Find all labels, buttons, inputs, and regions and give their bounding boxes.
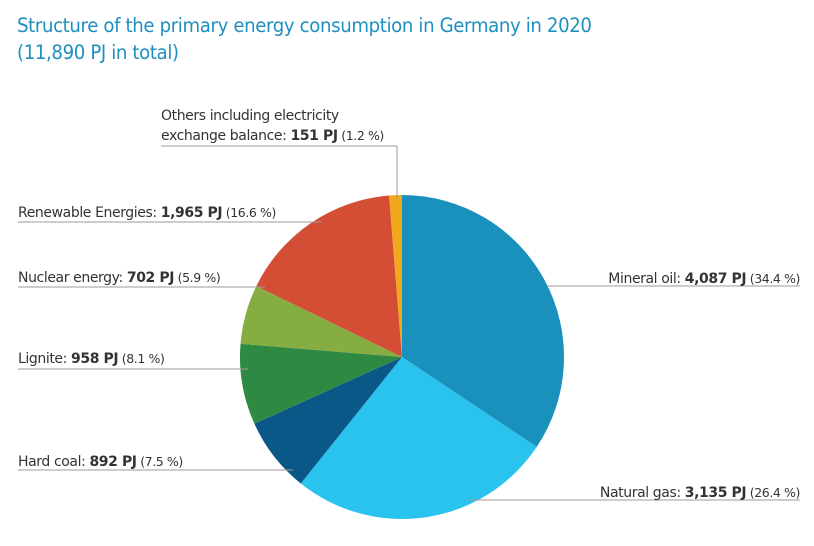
slice-label-name: Renewable Energies: [18, 205, 161, 221]
slice-label-percent: (16.6 %) [222, 205, 276, 220]
slice-label-line1-others-including-electricity-exchange-balance: Others including electricity [161, 108, 339, 124]
slice-label-value: 702 PJ [127, 270, 174, 286]
slice-label-renewable-energies: Renewable Energies: 1,965 PJ (16.6 %) [18, 205, 276, 221]
slice-label-name: Nuclear energy: [18, 270, 127, 286]
leader-line-others-including-electricity-exchange-balance [161, 145, 398, 200]
slice-label-percent: (26.4 %) [746, 485, 800, 500]
slice-label-percent: (7.5 %) [137, 454, 183, 469]
slice-label-name: exchange balance: [161, 128, 290, 144]
slice-label-nuclear-energy: Nuclear energy: 702 PJ (5.9 %) [18, 270, 220, 286]
slice-label-value: 3,135 PJ [685, 485, 746, 501]
slice-label-percent: (5.9 %) [174, 270, 220, 285]
slice-label-hard-coal: Hard coal: 892 PJ (7.5 %) [18, 454, 183, 470]
slice-labels: Mineral oil: 4,087 PJ (34.4 %) Natural ga… [18, 108, 800, 501]
chart-title-line2: (11,890 PJ in total) [17, 41, 179, 64]
slice-label-name: Lignite: [18, 351, 71, 367]
leader-lines [18, 145, 800, 501]
slice-label-lignite: Lignite: 958 PJ (8.1 %) [18, 351, 164, 367]
pie-slice-others-including-electricity-exchange-balance [389, 195, 402, 357]
pie-slice-mineral-oil [402, 195, 564, 447]
slice-label-name: Mineral oil: [608, 271, 684, 287]
slice-label-percent: (1.2 %) [338, 128, 384, 143]
chart-title: Structure of the primary energy consumpt… [17, 12, 592, 66]
pie-slice-lignite [239, 343, 402, 424]
slice-label-name: Hard coal: [18, 454, 89, 470]
pie-slice-hard-coal [254, 357, 402, 484]
slice-label-value: 1,965 PJ [161, 205, 222, 221]
slice-label-value: 151 PJ [290, 128, 337, 144]
slice-label-natural-gas: Natural gas: 3,135 PJ (26.4 %) [600, 485, 800, 501]
pie-slice-nuclear-energy [240, 286, 402, 357]
slice-label-name: Natural gas: [600, 485, 685, 501]
slice-label-value: 958 PJ [71, 351, 118, 367]
pie-slices [239, 195, 564, 519]
slice-label-mineral-oil: Mineral oil: 4,087 PJ (34.4 %) [608, 271, 800, 287]
slice-label-percent: (8.1 %) [118, 351, 164, 366]
pie-slice-natural-gas [300, 357, 537, 519]
slice-label-value: 4,087 PJ [685, 271, 746, 287]
pie-slice-renewable-energies [256, 195, 402, 357]
slice-label-value: 892 PJ [89, 454, 136, 470]
chart-title-line1: Structure of the primary energy consumpt… [17, 14, 592, 37]
slice-label-others-including-electricity-exchange-balance: exchange balance: 151 PJ (1.2 %) [161, 128, 384, 144]
slice-label-percent: (34.4 %) [746, 271, 800, 286]
